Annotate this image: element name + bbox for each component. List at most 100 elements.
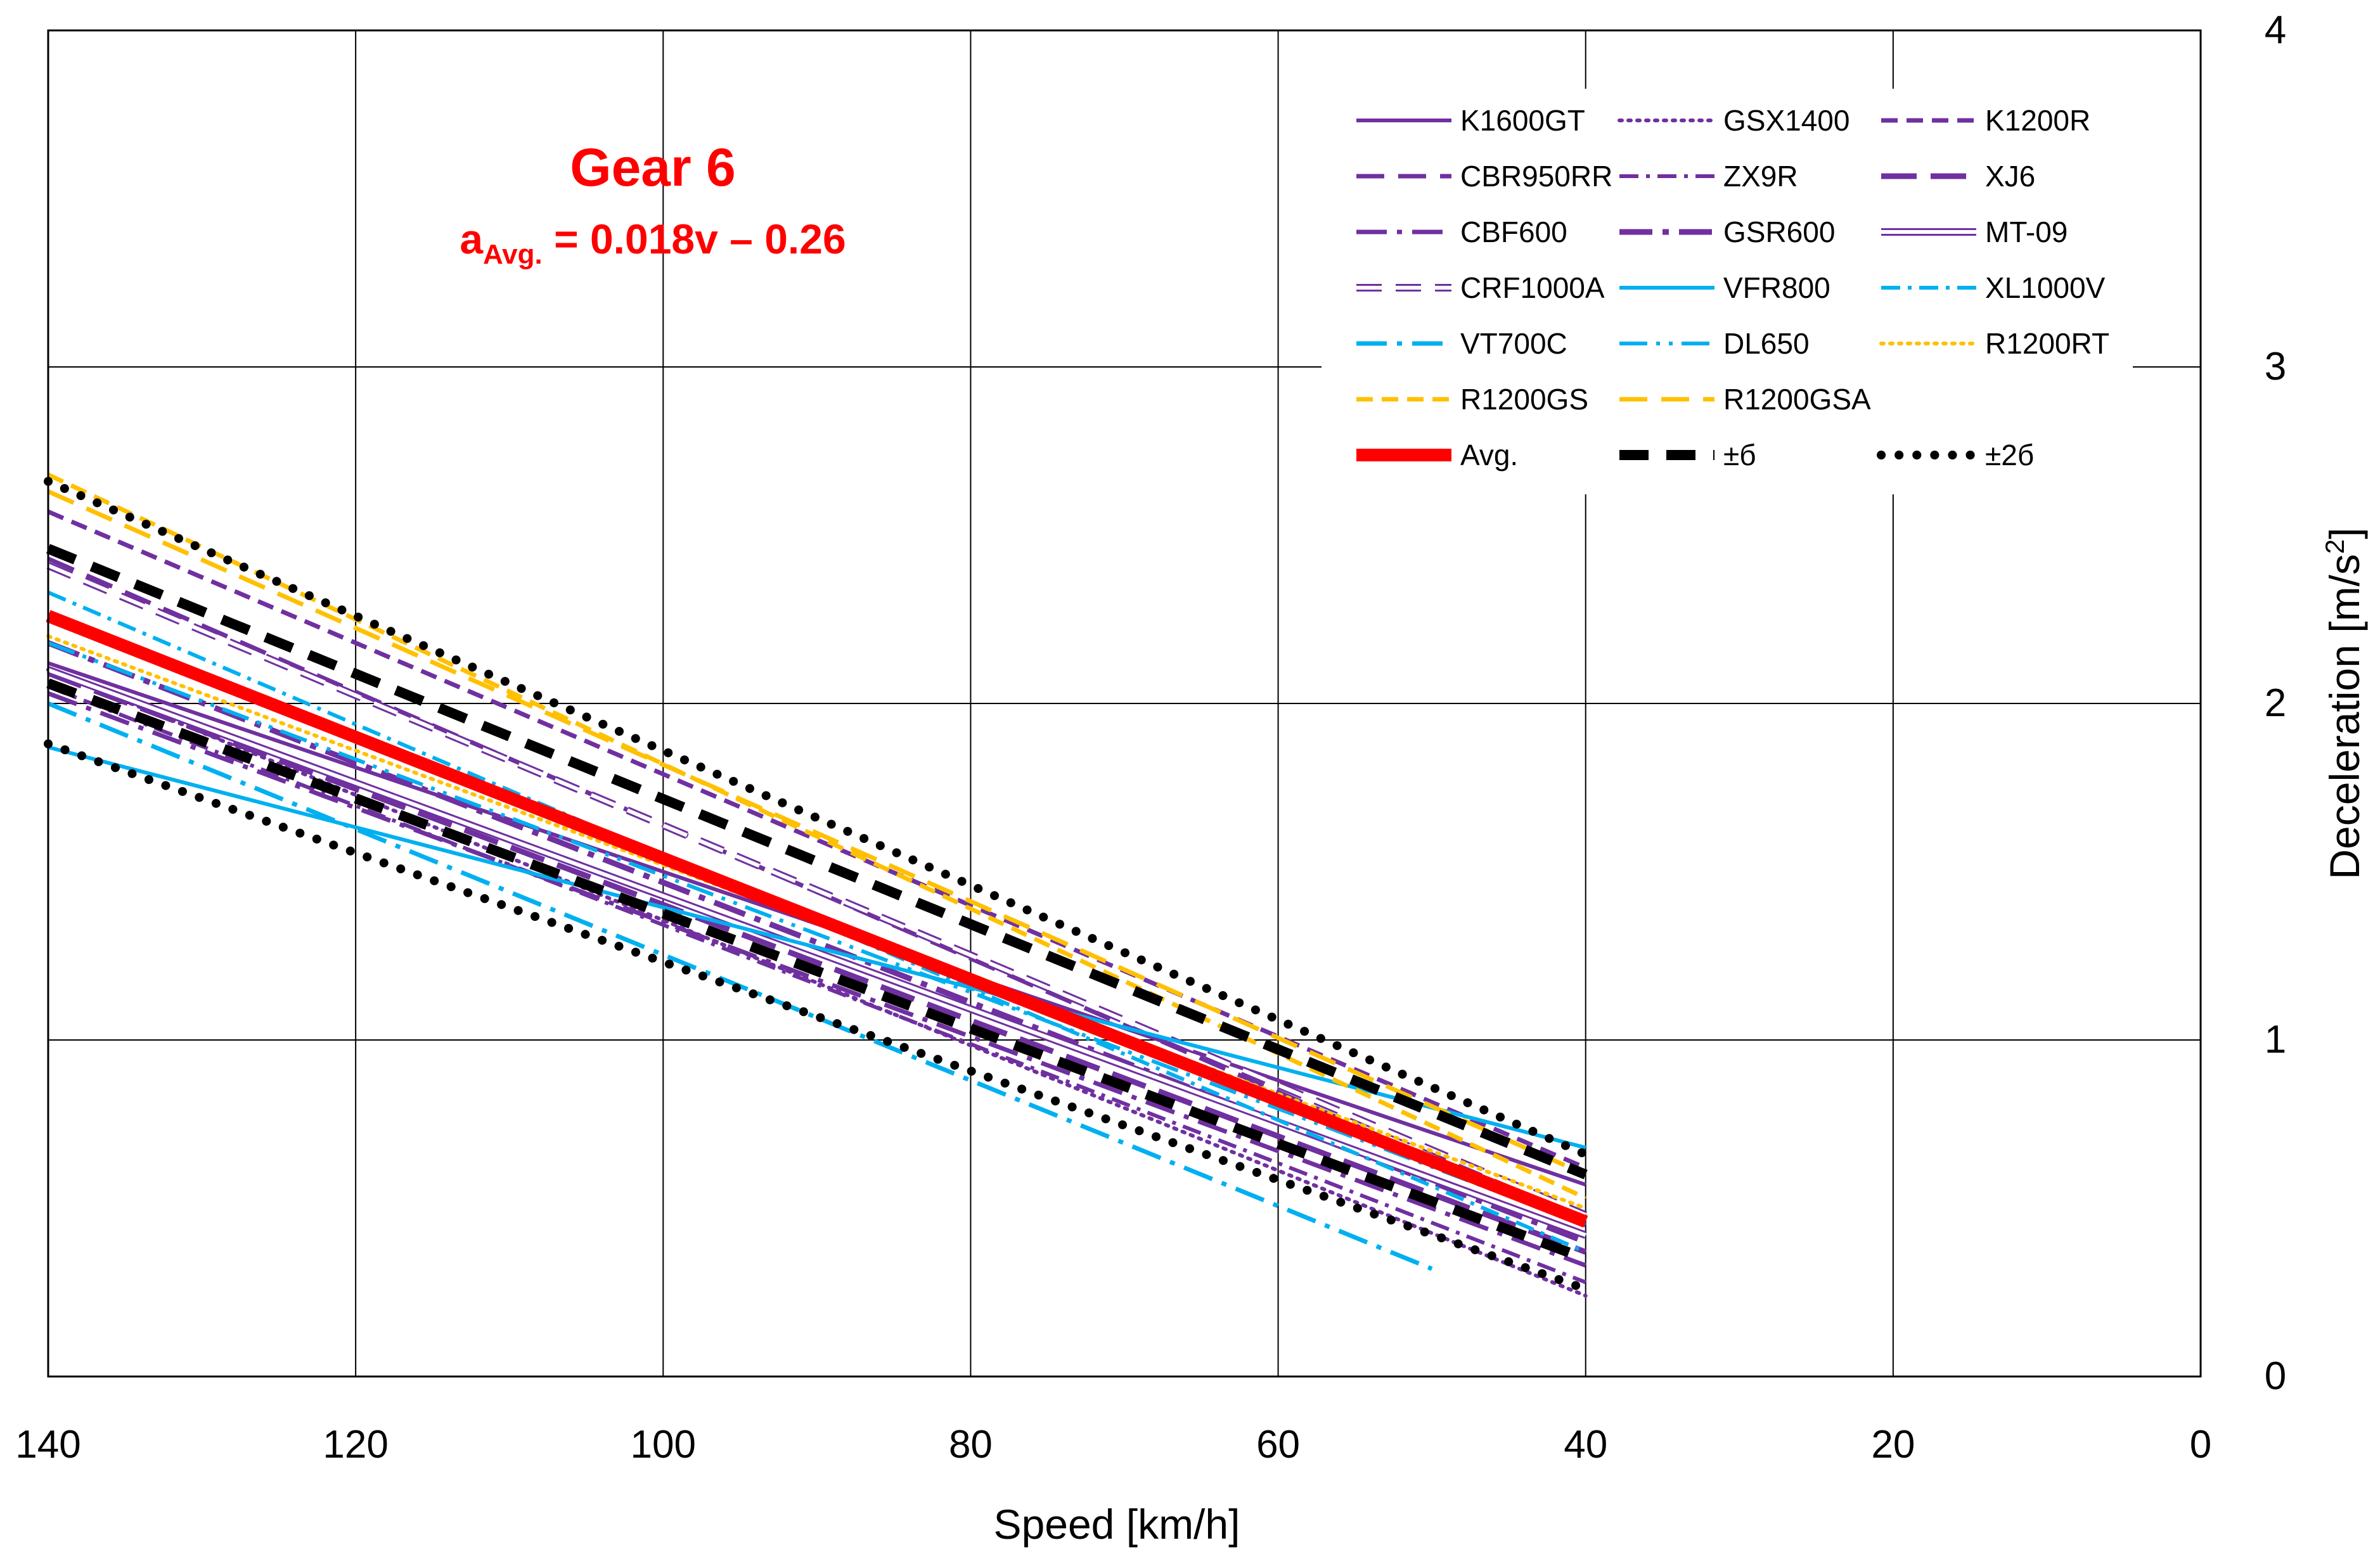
chart-title: Gear 6 <box>570 138 736 197</box>
equation-rhs: = 0.018v – 0.26 <box>543 215 846 262</box>
legend-item-pm2sigma: ±2б <box>1877 439 2034 472</box>
legend-item-r1200rt: R1200RT <box>1879 327 2109 360</box>
x-tick-label: 100 <box>631 1423 696 1467</box>
legend-label: XL1000V <box>1985 271 2106 304</box>
x-tick-label: 80 <box>949 1423 993 1467</box>
legend-item-k1600gt: K1600GT <box>1356 104 1585 137</box>
series-pm2sigma <box>44 739 1590 1293</box>
legend: K1600GT GSX1400 K1200R CBR950RR ZX9R XJ6 CBF60… <box>1322 89 2133 494</box>
series-crf1000a <box>46 562 1588 1219</box>
series-line-dl650 <box>47 641 1586 1227</box>
y-tick-label: 4 <box>2265 8 2286 52</box>
series-cbf600 <box>47 691 1586 1268</box>
x-axis-label: Speed [km/h] <box>994 1501 1240 1548</box>
series-zx9r <box>47 684 1586 1285</box>
legend-item-pmsigma: ±б <box>1619 439 1756 472</box>
y-tick-label: 3 <box>2265 345 2286 388</box>
legend-item-crf1000a: CRF1000A <box>1356 271 1605 304</box>
legend-label: K1200R <box>1985 104 2090 137</box>
series-gsx1400 <box>46 667 1588 1298</box>
series-pmsigma <box>46 678 1588 1264</box>
legend-label: ZX9R <box>1723 160 1798 193</box>
legend-item-vt700c: VT700C <box>1356 327 1567 360</box>
series-line-xj6 <box>47 670 1587 1255</box>
series-line-zx9r <box>47 684 1586 1285</box>
series-line-r1200gs <box>47 472 1587 1200</box>
legend-label: VFR800 <box>1723 271 1830 304</box>
series-layer <box>44 472 1590 1298</box>
legend-item-xj6: XJ6 <box>1881 160 2035 193</box>
series-line-xl1000v <box>47 591 1586 1254</box>
legend-item-avg: Avg. <box>1356 439 1518 472</box>
series-vfr800 <box>48 745 1586 1150</box>
legend-label: MT-09 <box>1985 215 2068 248</box>
legend-item-zx9r: ZX9R <box>1619 160 1798 193</box>
plot-frame <box>47 29 2202 1378</box>
legend-label: XJ6 <box>1985 160 2035 193</box>
series-line-pmsigma <box>46 544 1588 1179</box>
legend-item-dl650: DL650 <box>1619 327 1810 360</box>
series-avg <box>46 610 1588 1228</box>
x-tick-label: 20 <box>1871 1423 1915 1467</box>
legend-label: DL650 <box>1723 327 1810 360</box>
series-line-vfr800 <box>48 745 1586 1150</box>
legend-label: CBR950RR <box>1460 160 1612 193</box>
series-pmsigma <box>46 544 1588 1179</box>
x-tick-label: 0 <box>2190 1423 2211 1467</box>
x-tick-label: 140 <box>15 1423 80 1467</box>
legend-item-gsx1400: GSX1400 <box>1618 104 1849 137</box>
legend-item-gsr600: GSR600 <box>1619 215 1835 248</box>
legend-label: R1200GS <box>1460 383 1588 416</box>
y-tick-label: 1 <box>2265 1018 2286 1062</box>
y-axis-label-sup: 2 <box>2320 539 2350 554</box>
series-line-pm2sigma <box>44 477 1590 1159</box>
legend-label: ±б <box>1723 439 1756 472</box>
legend-label: CRF1000A <box>1460 271 1605 304</box>
legend-label: R1200RT <box>1985 327 2109 360</box>
y-axis-label: Deceleration [m/s2] <box>2320 527 2368 879</box>
y-tick-labels: 0 1 2 3 4 <box>2265 8 2286 1398</box>
legend-item-cbr950rr: CBR950RR <box>1356 160 1612 193</box>
legend-item-vfr800: VFR800 <box>1619 271 1830 304</box>
y-tick-label: 0 <box>2265 1354 2286 1398</box>
series-r1200gsa <box>47 489 1587 1177</box>
x-tick-labels: 140 120 100 80 60 40 20 0 <box>15 1423 2211 1467</box>
legend-item-mt-09: MT-09 <box>1881 215 2068 248</box>
series-line-cbf600 <box>47 691 1586 1268</box>
legend-item-r1200gs: R1200GS <box>1356 383 1588 416</box>
series-line-pm2sigma <box>44 739 1590 1293</box>
legend-label: Avg. <box>1460 439 1518 472</box>
y-axis-label-end: ] <box>2321 527 2368 539</box>
series-line-mt-09-inner <box>47 668 1586 1237</box>
x-tick-label: 60 <box>1256 1423 1300 1467</box>
series-line-crf1000a-inner <box>47 563 1586 1217</box>
series-line-avg <box>46 610 1588 1228</box>
x-tick-label: 120 <box>323 1423 388 1467</box>
legend-label: R1200GSA <box>1723 383 1871 416</box>
legend-label: CBF600 <box>1460 215 1567 248</box>
series-mt-09 <box>46 666 1587 1239</box>
series-line-pmsigma <box>46 678 1588 1264</box>
series-xj6 <box>47 670 1587 1255</box>
legend-label: GSX1400 <box>1723 104 1849 137</box>
legend-box <box>1322 89 2133 494</box>
legend-item-k1200r: K1200R <box>1881 104 2090 137</box>
y-tick-label: 2 <box>2265 681 2286 725</box>
series-xl1000v <box>47 591 1586 1254</box>
y-axis-label-base: Deceleration [m/s <box>2321 554 2368 880</box>
legend-item-cbf600: CBF600 <box>1356 215 1567 248</box>
legend-item-r1200gsa: R1200GSA <box>1619 383 1871 416</box>
legend-label: GSR600 <box>1723 215 1835 248</box>
legend-item-xl1000v: XL1000V <box>1881 271 2106 304</box>
x-tick-label: 40 <box>1564 1423 1607 1467</box>
equation-prefix: a <box>460 215 484 262</box>
series-line-r1200gsa <box>47 489 1587 1177</box>
series-line-gsx1400 <box>46 667 1588 1298</box>
legend-label: VT700C <box>1460 327 1567 360</box>
legend-label: ±2б <box>1985 439 2034 472</box>
series-dl650 <box>47 641 1586 1227</box>
legend-label: K1600GT <box>1460 104 1585 137</box>
equation-subscript: Avg. <box>483 239 543 270</box>
series-r1200gs <box>47 472 1587 1200</box>
